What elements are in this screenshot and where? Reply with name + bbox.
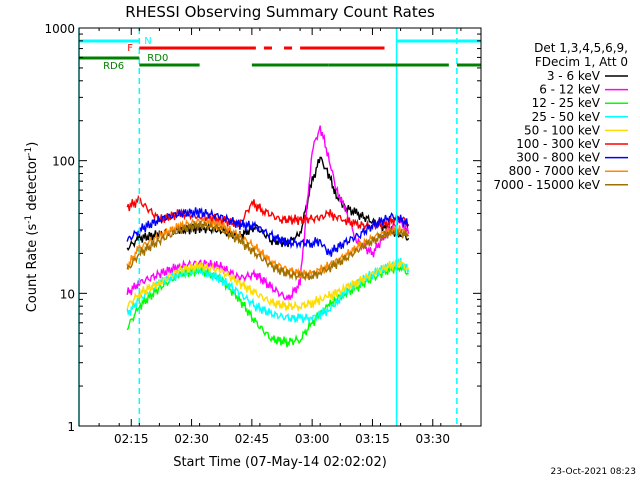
y-tick-label: 1 <box>67 420 75 434</box>
legend-label: 100 - 300 keV <box>516 137 600 151</box>
legend-label: 300 - 800 keV <box>516 151 600 165</box>
timestamp: 23-Oct-2021 08:23 <box>551 467 636 477</box>
x-tick-label: 02:15 <box>114 432 149 446</box>
legend-label: 25 - 50 keV <box>532 110 601 124</box>
legend-label: 6 - 12 keV <box>539 83 601 97</box>
legend-label: 800 - 7000 keV <box>509 164 601 178</box>
y-axis-label-sup2: -1 <box>24 147 34 156</box>
y-axis-label: Count Rate (s-1 detector-1) <box>24 142 40 313</box>
legend-label: 7000 - 15000 keV <box>493 178 600 192</box>
legend-label: 12 - 25 keV <box>532 96 601 110</box>
legend-header-2: FDecim 1, Att 0 <box>535 55 628 69</box>
plot-frame <box>78 27 482 427</box>
y-tick-label: 1000 <box>44 22 75 36</box>
x-axis: 02:15 02:30 02:45 03:00 03:15 03:30 <box>78 28 482 446</box>
y-axis-label-main: Count Rate (s <box>25 224 40 313</box>
y-tick-label: 10 <box>60 287 75 301</box>
rd6-label: RD6 <box>103 61 124 72</box>
chart-title: RHESSI Observing Summary Count Rates <box>125 3 435 21</box>
x-tick-label: 02:45 <box>235 432 270 446</box>
rd0-label: RD0 <box>147 53 168 64</box>
y-axis: 1 10 100 1000 <box>44 22 481 434</box>
flare-label: F <box>127 43 133 54</box>
y-axis-label-mid: detector <box>25 155 40 215</box>
x-tick-label: 03:30 <box>415 432 450 446</box>
x-tick-label: 03:00 <box>295 432 330 446</box>
series-line-50-100-kev <box>126 259 410 313</box>
legend: Det 1,3,4,5,6,9, FDecim 1, Att 0 3 - 6 k… <box>493 41 628 192</box>
y-tick-label: 100 <box>52 155 75 169</box>
series-layer <box>126 125 410 348</box>
annotation-layer: NF RD0 RD6 <box>78 28 481 426</box>
series-line-100-300-kev <box>126 194 409 232</box>
series-line-300-800-kev <box>126 206 410 257</box>
legend-label: 50 - 100 keV <box>524 123 601 137</box>
x-tick-label: 02:30 <box>174 432 209 446</box>
night-label: N <box>144 36 151 47</box>
x-tick-label: 03:15 <box>355 432 390 446</box>
legend-header-1: Det 1,3,4,5,6,9, <box>534 41 628 55</box>
x-axis-label: Start Time (07-May-14 02:02:02) <box>173 455 387 470</box>
y-axis-label-end: ) <box>25 142 40 147</box>
legend-label: 3 - 6 keV <box>547 69 601 83</box>
y-axis-label-sup1: -1 <box>24 215 34 224</box>
series-line-7000-15000-kev <box>126 220 410 282</box>
